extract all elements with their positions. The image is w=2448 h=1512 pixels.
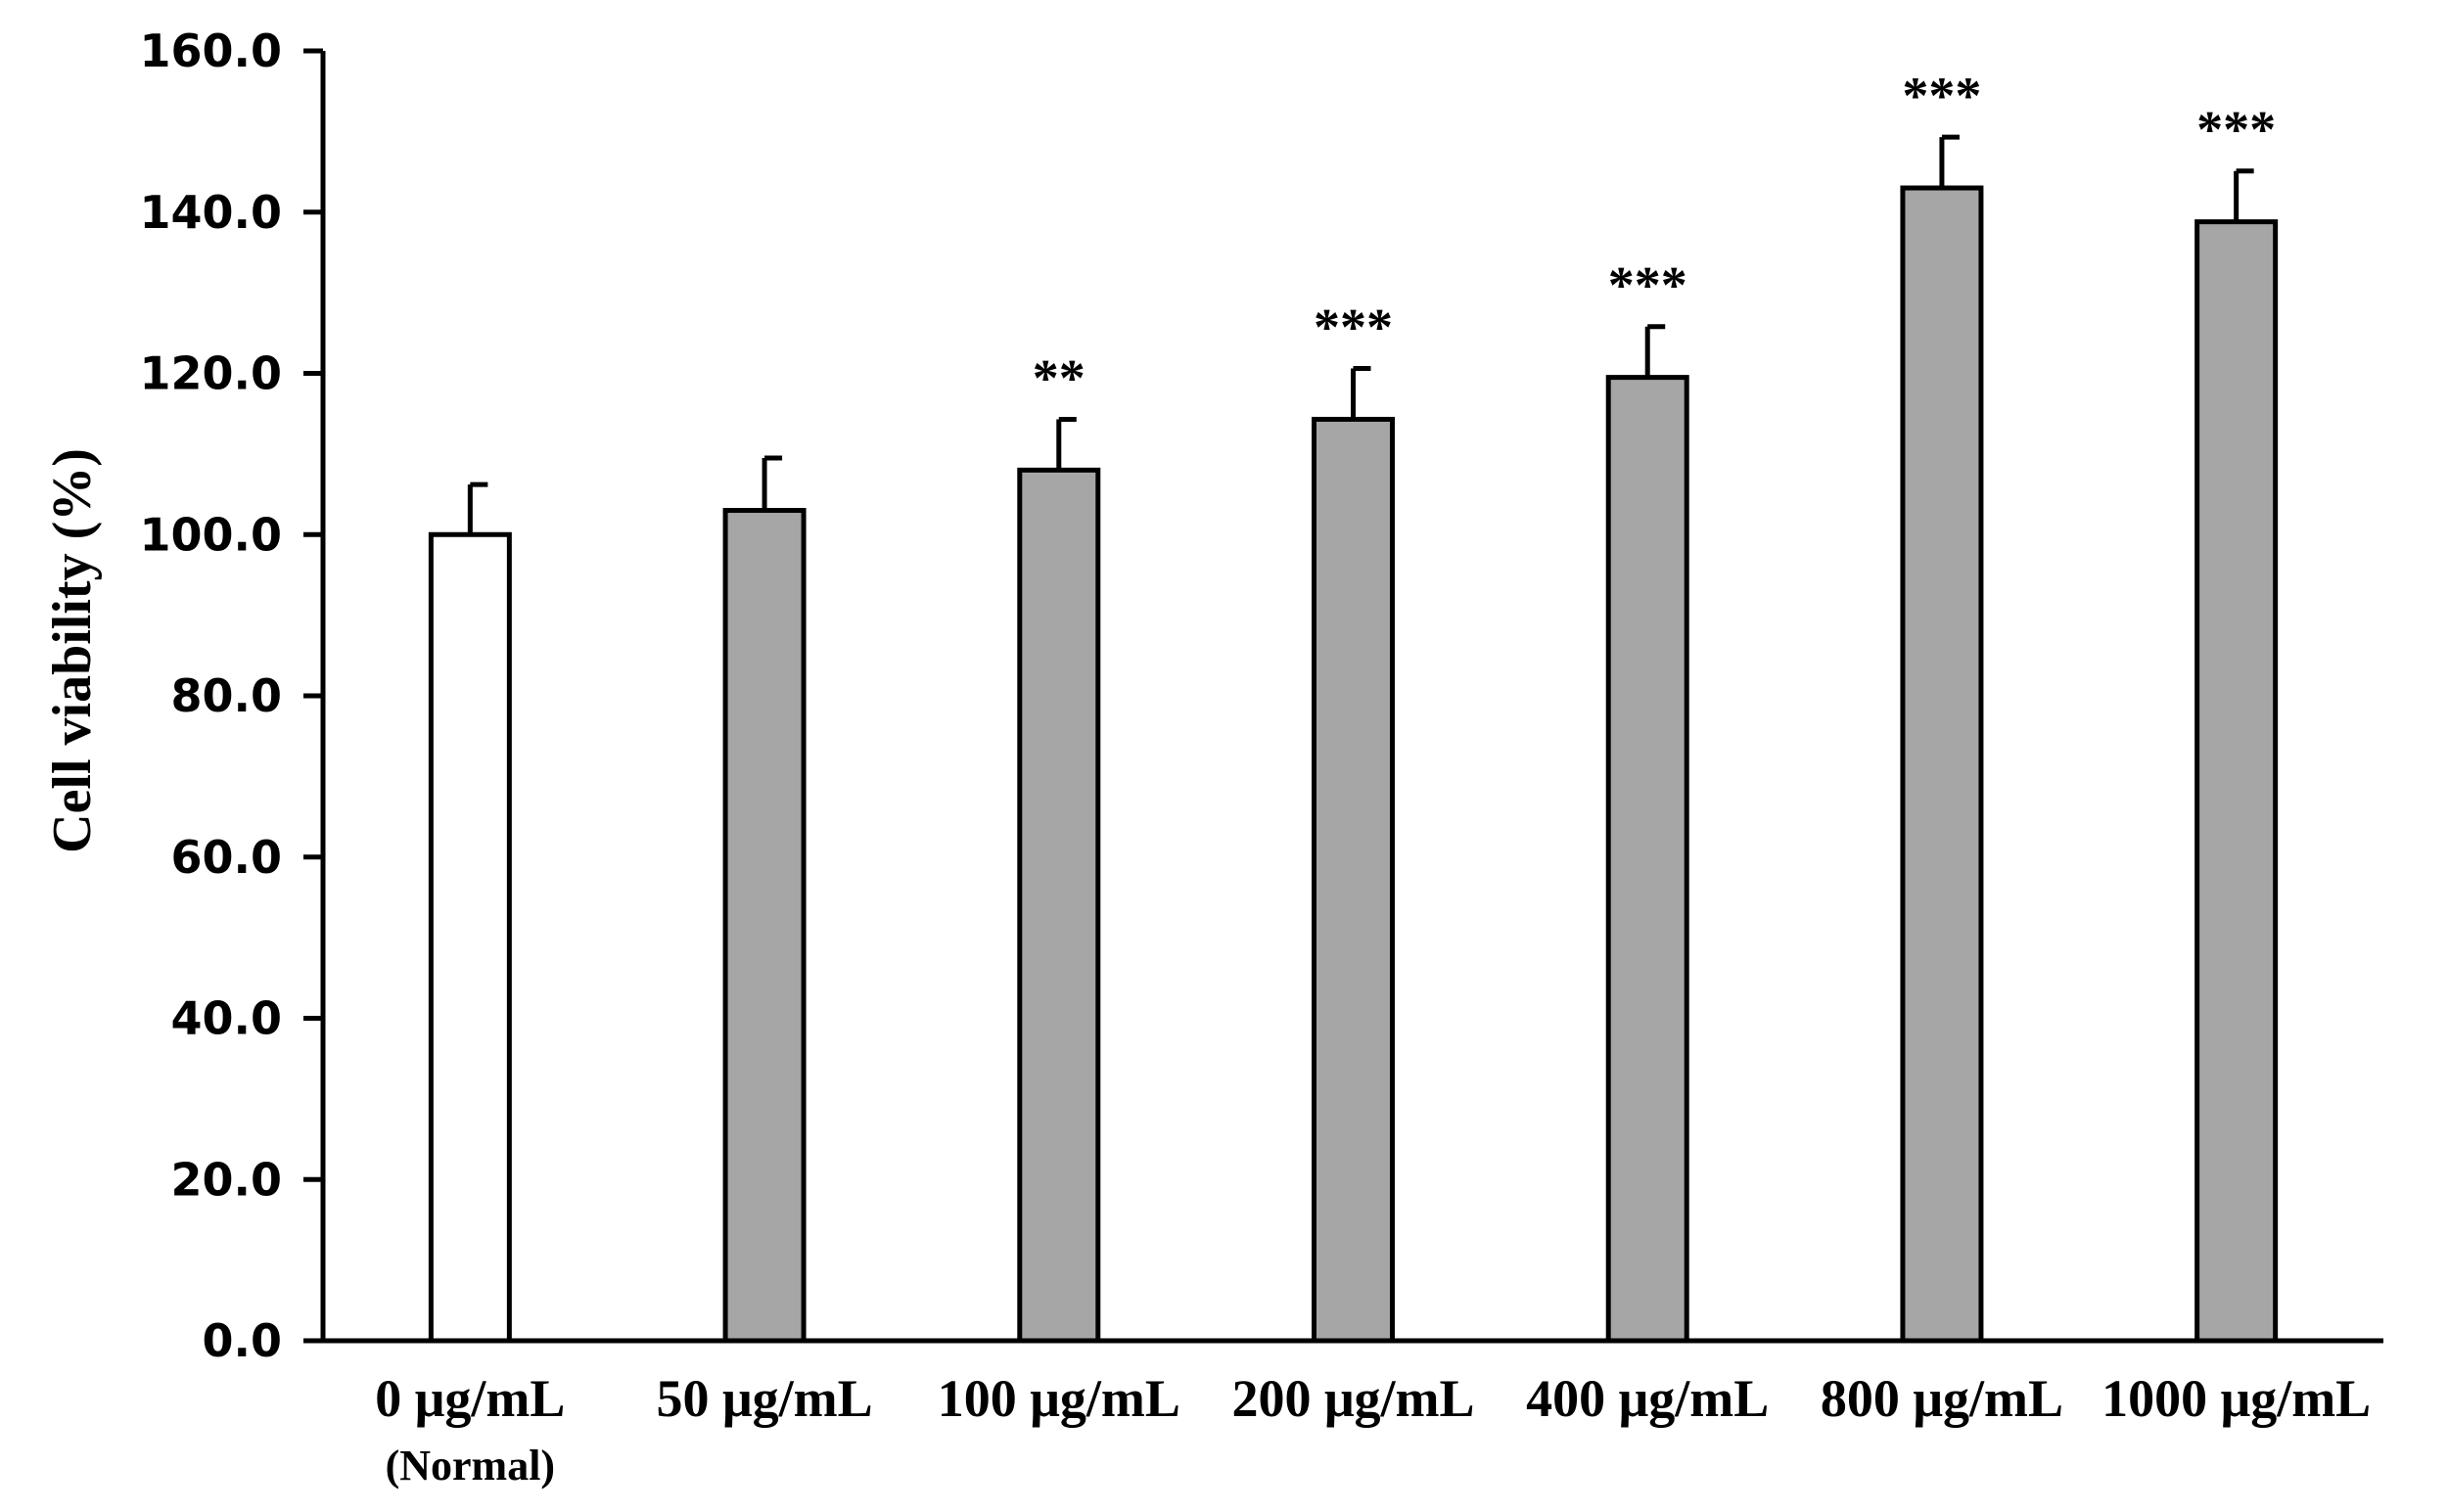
bar xyxy=(1900,185,1984,1344)
significance-label: ** xyxy=(1033,348,1085,407)
significance-label: *** xyxy=(1608,256,1687,315)
x-category-label: 0 μg/mL xyxy=(375,1369,565,1428)
bar xyxy=(1312,416,1395,1344)
y-tick-label: 100.0 xyxy=(139,508,282,561)
y-tick-label: 0.0 xyxy=(203,1314,283,1367)
x-category-label: 1000 μg/mL xyxy=(2102,1369,2371,1428)
significance-labels: ************** xyxy=(1033,67,2276,407)
y-tick-label: 140.0 xyxy=(139,186,282,239)
significance-label: *** xyxy=(1314,298,1393,357)
x-category-label: 100 μg/mL xyxy=(938,1369,1180,1428)
x-category-label: 200 μg/mL xyxy=(1231,1369,1474,1428)
bar xyxy=(722,508,807,1344)
x-category-label: 50 μg/mL xyxy=(657,1369,873,1428)
y-tick-label: 80.0 xyxy=(171,669,283,722)
bar xyxy=(1017,467,1101,1344)
y-tick-label: 20.0 xyxy=(171,1153,283,1206)
x-category-label: 800 μg/mL xyxy=(1821,1369,2063,1428)
x-axis-category-labels: 0 μg/mL (Normal) 50 μg/mL 100 μg/mL 200 μg/m… xyxy=(375,1369,2371,1489)
bars xyxy=(428,185,2279,1344)
bar xyxy=(2194,219,2279,1344)
significance-label: *** xyxy=(2196,101,2276,160)
y-tick-label: 160.0 xyxy=(139,24,282,77)
x-category-label: 400 μg/mL xyxy=(1526,1369,1769,1428)
y-tick-label: 120.0 xyxy=(139,347,282,400)
x-category-sublabel: (Normal) xyxy=(386,1442,556,1489)
y-axis-title: Cell viability (%) xyxy=(42,448,103,853)
y-tick-label: 60.0 xyxy=(171,831,283,884)
bar xyxy=(1605,375,1689,1344)
significance-label: *** xyxy=(1902,67,1981,125)
error-bars xyxy=(467,134,2254,535)
y-axis-ticks: 0.0 20.0 40.0 60.0 80.0 100.0 120.0 140.0 160.0 xyxy=(139,24,323,1367)
bar xyxy=(428,531,512,1344)
y-tick-label: 40.0 xyxy=(171,992,283,1045)
